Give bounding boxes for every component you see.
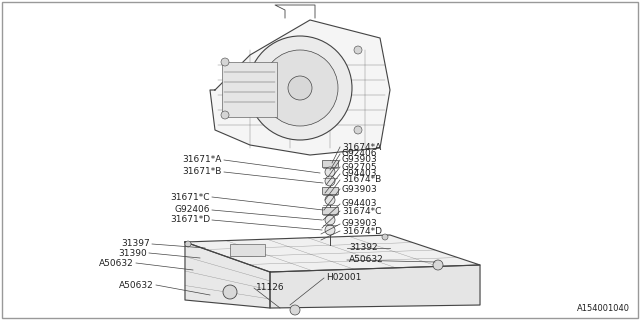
Bar bbox=[322, 187, 338, 194]
Circle shape bbox=[325, 167, 335, 177]
Text: 31671*D: 31671*D bbox=[170, 215, 210, 225]
Text: 11126: 11126 bbox=[256, 284, 285, 292]
Circle shape bbox=[223, 285, 237, 299]
Circle shape bbox=[221, 58, 229, 66]
Text: G92406: G92406 bbox=[175, 205, 210, 214]
Circle shape bbox=[290, 305, 300, 315]
Circle shape bbox=[354, 126, 362, 134]
Circle shape bbox=[354, 46, 362, 54]
Circle shape bbox=[325, 176, 335, 186]
Bar bbox=[230, 244, 265, 256]
Circle shape bbox=[262, 50, 338, 126]
Bar bbox=[322, 160, 338, 167]
Text: G94403: G94403 bbox=[342, 199, 378, 209]
Circle shape bbox=[325, 195, 335, 205]
Text: H02001: H02001 bbox=[326, 274, 362, 283]
Text: G93903: G93903 bbox=[342, 220, 378, 228]
Text: A50632: A50632 bbox=[349, 255, 384, 265]
Text: 31390: 31390 bbox=[118, 249, 147, 258]
Text: G93903: G93903 bbox=[342, 185, 378, 194]
Circle shape bbox=[221, 111, 229, 119]
Circle shape bbox=[325, 225, 335, 235]
Circle shape bbox=[433, 260, 443, 270]
Polygon shape bbox=[210, 20, 390, 155]
Text: 31674*C: 31674*C bbox=[342, 206, 381, 215]
Circle shape bbox=[382, 234, 388, 240]
Text: 31671*A: 31671*A bbox=[182, 156, 222, 164]
Text: 31674*B: 31674*B bbox=[342, 175, 381, 185]
Circle shape bbox=[325, 215, 335, 225]
Text: 31671*C: 31671*C bbox=[170, 193, 210, 202]
Circle shape bbox=[185, 241, 191, 247]
Text: 31397: 31397 bbox=[121, 239, 150, 249]
Bar bbox=[222, 62, 277, 117]
Text: 31392: 31392 bbox=[349, 244, 378, 252]
Circle shape bbox=[248, 36, 352, 140]
Text: G94403: G94403 bbox=[342, 170, 378, 179]
Text: G92705: G92705 bbox=[342, 163, 378, 172]
Text: A154001040: A154001040 bbox=[577, 304, 630, 313]
Text: A50632: A50632 bbox=[99, 259, 134, 268]
Text: A50632: A50632 bbox=[119, 281, 154, 290]
Polygon shape bbox=[185, 235, 480, 272]
Polygon shape bbox=[185, 242, 270, 308]
Text: 31671*B: 31671*B bbox=[182, 167, 222, 177]
Text: 31674*A: 31674*A bbox=[342, 142, 381, 151]
Text: 31674*D: 31674*D bbox=[342, 227, 382, 236]
Circle shape bbox=[288, 76, 312, 100]
Text: G92406: G92406 bbox=[342, 149, 378, 158]
Polygon shape bbox=[270, 265, 480, 308]
Bar bbox=[322, 207, 338, 214]
Text: G93903: G93903 bbox=[342, 156, 378, 164]
